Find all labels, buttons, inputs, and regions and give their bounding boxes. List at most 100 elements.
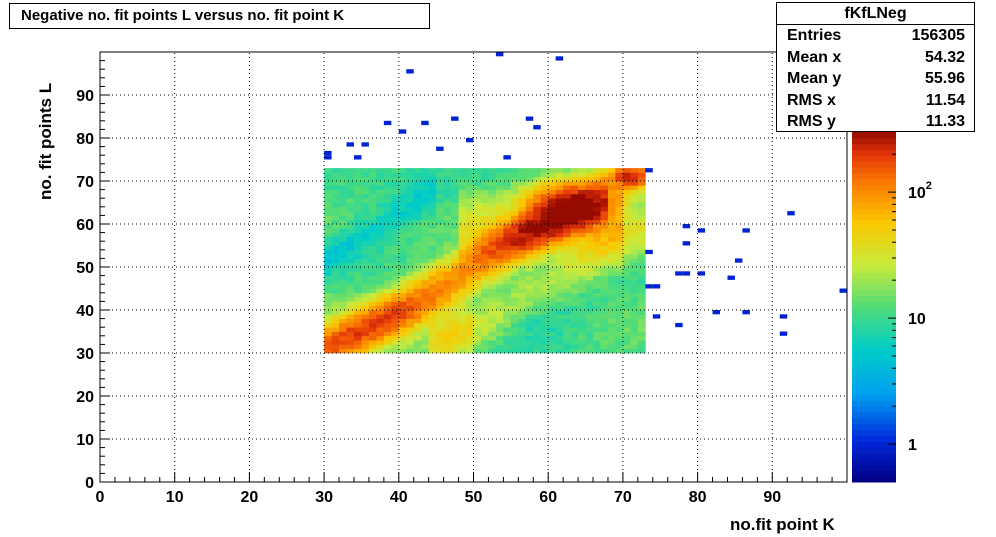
heatmap-cell — [376, 297, 385, 302]
heatmap-cell — [451, 335, 459, 341]
heatmap-cell — [413, 189, 422, 195]
heatmap-cell — [555, 228, 564, 233]
heatmap-cell — [600, 185, 609, 190]
heatmap-cell — [488, 348, 497, 354]
heatmap-cell — [376, 292, 385, 298]
heatmap-cell — [451, 284, 459, 289]
heatmap-cell — [570, 185, 579, 190]
heatmap-cell — [466, 344, 474, 350]
heatmap-cell — [510, 172, 519, 178]
heatmap-cell — [585, 206, 594, 212]
heatmap-cell — [443, 279, 452, 285]
heatmap-cell — [503, 245, 512, 251]
heatmap-cell — [324, 224, 332, 229]
heatmap-cell — [742, 310, 750, 315]
heatmap-cell — [548, 271, 557, 276]
heatmap-cell — [339, 348, 347, 354]
heatmap-cell — [488, 279, 497, 285]
heatmap-cell — [585, 314, 594, 319]
heatmap-cell — [622, 262, 631, 268]
heatmap-cell — [548, 301, 557, 307]
heatmap-cell — [466, 189, 474, 195]
heatmap-cell — [458, 236, 467, 242]
heatmap-cell — [540, 267, 549, 272]
heatmap-cell — [615, 335, 624, 341]
heatmap-cell — [346, 249, 355, 255]
palette-segment — [852, 248, 896, 255]
heatmap-cell — [428, 211, 437, 216]
heatmap-cell — [331, 228, 340, 233]
heatmap-cell — [443, 318, 452, 324]
heatmap-cell — [548, 172, 557, 178]
heatmap-cell — [331, 189, 340, 195]
heatmap-cell — [436, 305, 444, 311]
heatmap-cell — [488, 297, 497, 302]
heatmap-cell — [525, 172, 534, 178]
heatmap-cell — [413, 245, 422, 251]
heatmap-cell — [383, 254, 392, 259]
heatmap-cell — [600, 275, 609, 281]
heatmap-cell — [525, 176, 534, 182]
heatmap-cell — [637, 172, 646, 178]
heatmap-cell — [383, 344, 392, 350]
heatmap-cell — [406, 219, 415, 225]
heatmap-cell — [346, 168, 355, 173]
heatmap-cell — [615, 267, 624, 272]
heatmap-cell — [622, 322, 631, 328]
heatmap-cell — [555, 206, 564, 212]
heatmap-cell — [570, 275, 579, 281]
heatmap-cell — [406, 310, 415, 315]
heatmap-cell — [398, 206, 407, 212]
heatmap-cell — [451, 232, 459, 238]
heatmap-cell — [398, 331, 407, 337]
heatmap-cell — [548, 198, 557, 203]
heatmap-cell — [383, 168, 392, 173]
heatmap-cell — [451, 288, 459, 294]
heatmap-cell — [548, 189, 557, 195]
heatmap-cell — [548, 331, 557, 337]
heatmap-cell — [510, 327, 519, 332]
heatmap-cell — [563, 327, 571, 332]
heatmap-cell — [443, 322, 452, 328]
heatmap-cell — [346, 331, 355, 337]
heatmap-cell — [383, 206, 392, 212]
heatmap-cell — [353, 181, 362, 186]
heatmap-cell — [622, 168, 631, 173]
heatmap-cell — [563, 331, 571, 337]
stats-name: fKfLNeg — [777, 3, 974, 25]
heatmap-cell — [495, 211, 504, 216]
heatmap-cell — [368, 254, 377, 259]
heatmap-cell — [331, 202, 340, 208]
heatmap-cell — [353, 155, 362, 160]
heatmap-cell — [495, 232, 504, 238]
heatmap-cell — [331, 254, 340, 259]
heatmap-cell — [615, 176, 624, 182]
heatmap-cell — [421, 262, 430, 268]
heatmap-cell — [533, 297, 542, 302]
heatmap-cell — [368, 236, 377, 242]
heatmap-cell — [548, 305, 557, 311]
heatmap-cell — [548, 224, 557, 229]
heatmap-cell — [585, 305, 594, 311]
heatmap-cell — [630, 176, 639, 182]
palette-segment — [852, 365, 896, 372]
heatmap-cell — [383, 224, 392, 229]
heatmap-cell — [480, 215, 489, 221]
heatmap-cell — [495, 275, 504, 281]
heatmap-cell — [495, 297, 504, 302]
heatmap-cell — [391, 322, 400, 328]
heatmap-cell — [525, 335, 534, 341]
heatmap-cell — [436, 232, 444, 238]
palette-segment — [852, 196, 896, 203]
heatmap-cell — [324, 318, 332, 324]
heatmap-cell — [622, 340, 631, 345]
heatmap-cell — [406, 215, 415, 221]
heatmap-cell — [428, 254, 437, 259]
heatmap-cell — [578, 305, 586, 311]
heatmap-cell — [593, 202, 601, 208]
heatmap-cell — [622, 267, 631, 272]
heatmap-cell — [368, 314, 377, 319]
heatmap-cell — [383, 172, 392, 178]
heatmap-cell — [361, 292, 370, 298]
heatmap-cell — [540, 206, 549, 212]
